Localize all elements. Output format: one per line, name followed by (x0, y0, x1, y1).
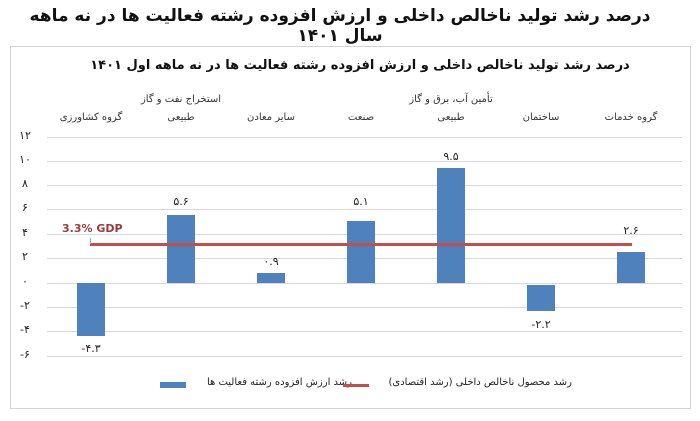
category-label-construction: ساختمان (522, 112, 560, 123)
category-label-agriculture: گروه کشاورزی (59, 112, 123, 123)
gdp-growth-line (90, 243, 632, 246)
data-label-services: ۲.۶ (623, 224, 639, 237)
chart-frame (10, 46, 691, 409)
legend-label-line: رشد محصول ناخالص داخلی (رشد اقتصادی) (388, 377, 572, 388)
category-label-oil-gas-line2: طبیعی (167, 112, 195, 123)
y-tick: ۱۰ (19, 153, 31, 166)
gdp-annotation: 3.3% GDP (62, 222, 123, 235)
bar-construction (527, 285, 555, 311)
bar-other-mining (257, 273, 285, 283)
chart-title: درصد رشد تولید ناخالص داخلی و ارزش افزود… (90, 58, 630, 73)
bar-utilities (437, 168, 465, 283)
data-label-oil-gas: ۵.۶ (173, 195, 189, 208)
y-tick: -۶ (20, 348, 30, 361)
bar-agriculture (77, 283, 105, 336)
gridline (47, 331, 682, 332)
data-label-industry: ۵.۱ (353, 195, 369, 208)
data-label-construction: -۲.۲ (531, 318, 551, 331)
data-label-other-mining: ۰.۹ (263, 255, 279, 268)
gridline (47, 209, 682, 210)
legend-swatch-line (343, 384, 369, 387)
y-tick: ۴ (22, 226, 28, 239)
page-title: درصد رشد تولید ناخالص داخلی و ارزش افزود… (29, 6, 651, 46)
category-label-oil-gas-line1: استخراج نفت و گاز (140, 94, 222, 105)
legend-swatch-bar (160, 382, 186, 388)
y-tick: ۶ (22, 201, 28, 214)
category-label-other-mining: سایر معادن (247, 112, 295, 123)
legend-label-bar: رشد ارزش افزوده رشته فعالیت ها (206, 377, 352, 388)
y-tick: -۴ (20, 323, 30, 336)
bar-oil-gas (167, 215, 195, 283)
gridline (47, 356, 682, 357)
y-tick: -۲ (20, 299, 30, 312)
gridline (47, 185, 682, 186)
bar-services (617, 252, 645, 283)
gridline (47, 161, 682, 162)
gridline (47, 307, 682, 308)
y-tick: ۲ (22, 250, 28, 263)
y-tick: ۰ (22, 275, 28, 288)
data-label-utilities: ۹.۵ (443, 150, 459, 163)
gdp-label-leader (90, 238, 91, 244)
gridline-zero (47, 283, 682, 284)
category-label-utilities-line1: تأمین آب، برق و گاز (409, 94, 493, 105)
bar-industry (347, 221, 375, 283)
y-tick: ۸ (22, 177, 28, 190)
category-label-utilities-line2: طبیعی (437, 112, 465, 123)
y-tick: ۱۲ (19, 129, 31, 142)
gridline (47, 137, 682, 138)
category-label-industry: صنعت (347, 112, 375, 123)
category-label-services: گروه خدمات (604, 112, 658, 123)
data-label-agriculture: -۴.۳ (81, 342, 101, 355)
